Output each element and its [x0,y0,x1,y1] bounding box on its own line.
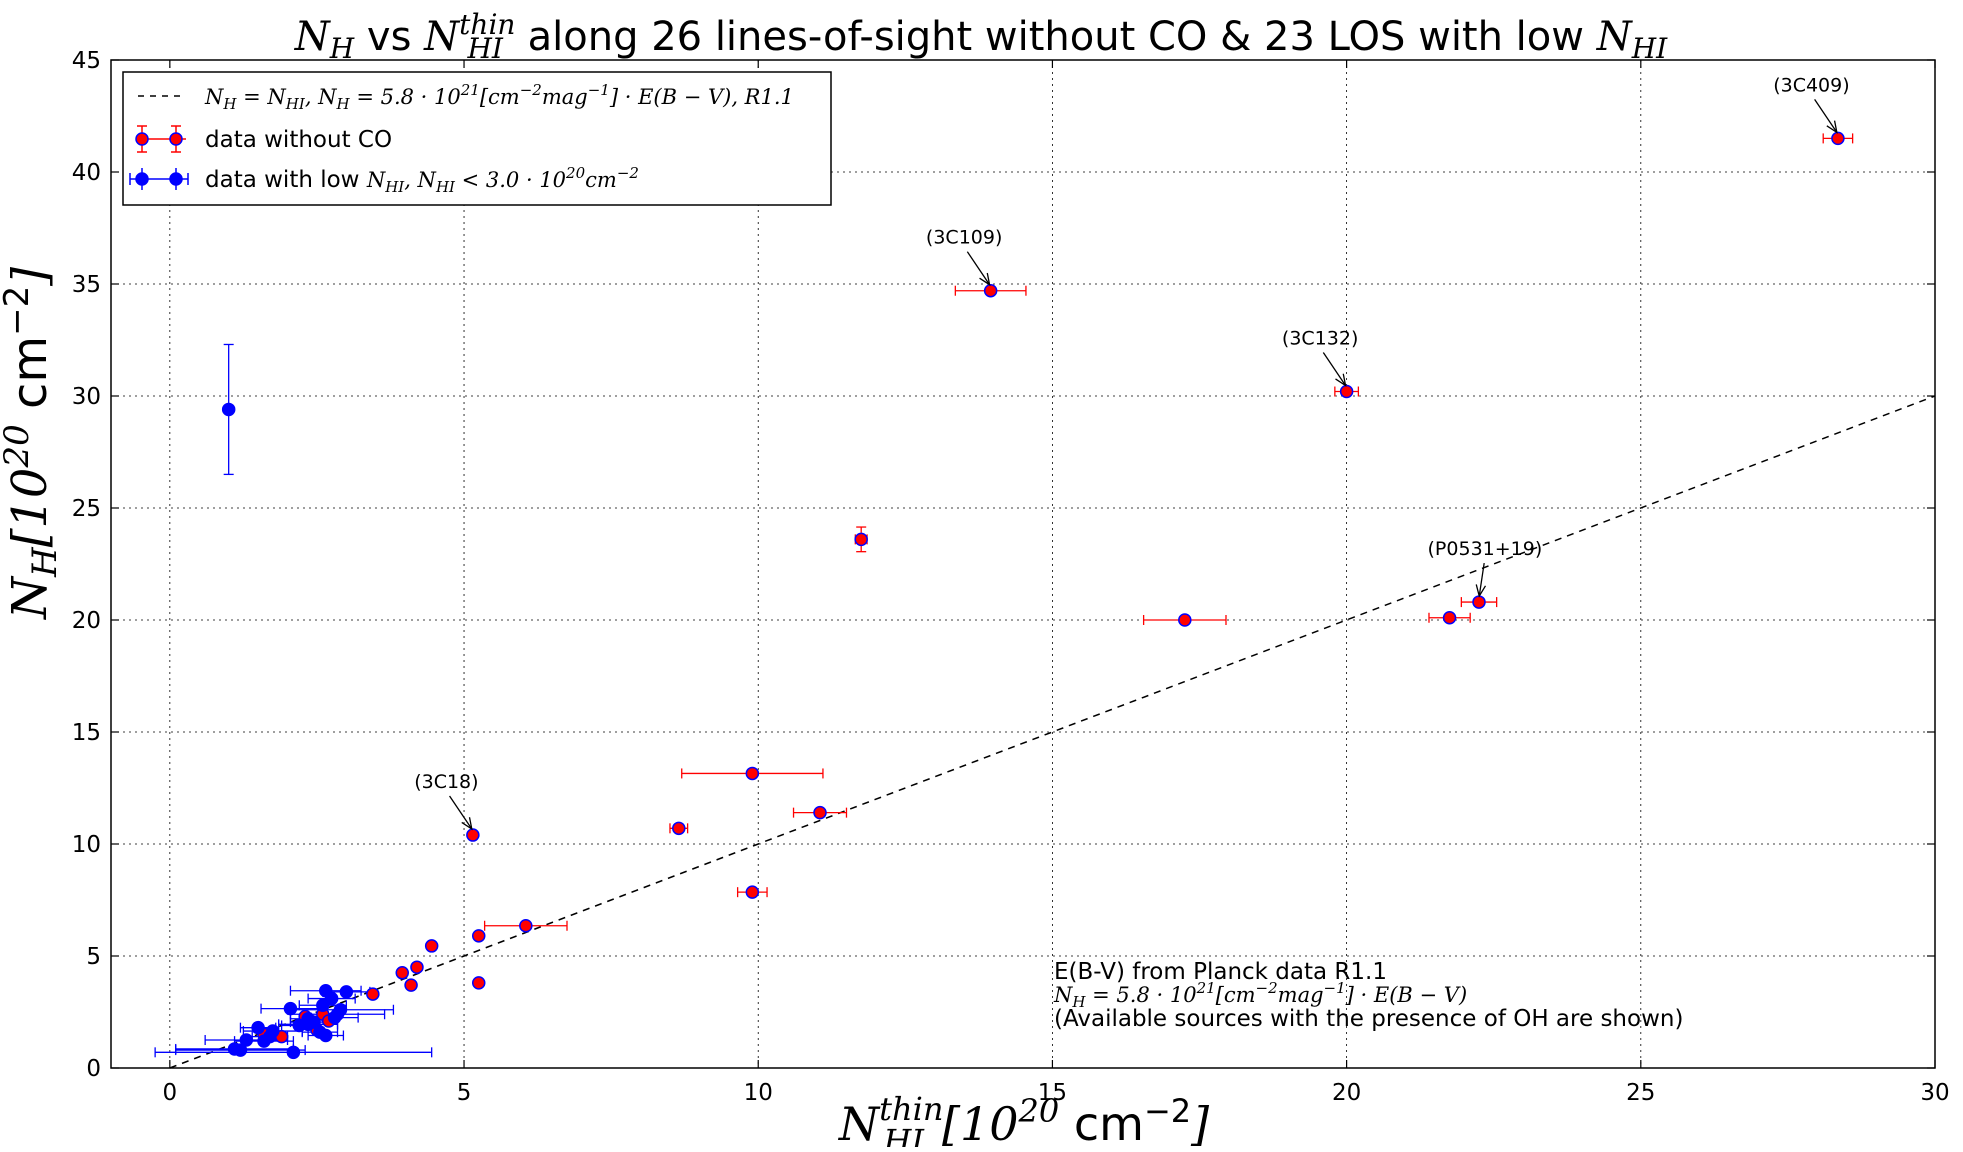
point-without-co [813,805,827,820]
annotation-arrow [1478,562,1485,597]
x-tick-label: 25 [1626,1080,1655,1106]
annotation-arrow [449,795,473,830]
point-without-co [410,960,424,974]
y-tick-label: 15 [72,720,101,746]
point-low-nhi [239,1033,254,1047]
point-without-co [854,532,868,547]
point-without-co [404,978,418,992]
point-low-nhi [339,985,354,999]
point-without-co [366,987,380,1001]
note-line-3: (Available sources with the presence of … [1054,1006,1683,1032]
x-tick-label: 20 [1332,1080,1361,1106]
annotation-arrowhead [1475,584,1487,598]
y-axis-label: NH[1020 cm−2] [0,267,65,620]
point-without-co [745,885,760,899]
point-without-co [745,766,760,781]
annotation-label: (3C409) [1773,74,1849,96]
annotation-label: (3C109) [926,227,1002,249]
note-line-1: E(B-V) from Planck data R1.1 [1054,959,1387,985]
annotation-arrowhead [979,272,991,287]
annotation-arrowhead [1826,120,1838,134]
point-low-nhi [221,402,236,417]
point-without-co [1339,384,1354,399]
annotation-arrowhead [461,817,473,831]
point-low-nhi [319,1028,333,1043]
point-layer [221,131,1845,1060]
point-without-co [1178,613,1192,627]
point-low-nhi [286,1045,301,1060]
y-tick-label: 5 [86,944,101,970]
legend-swatch-blue [129,168,189,190]
y-tick-label: 30 [72,384,101,410]
y-tick-label: 35 [72,272,101,298]
legend-label-blue: data with low NHI, NHI < 3.0 · 1020cm−2 [205,164,639,196]
y-tick-label: 40 [72,160,101,186]
annotation-arrow [1322,352,1347,386]
tick-layer: 0 5 10 15 20 25 30 0 5 10 15 20 25 30 35 40 45 [72,48,1950,1106]
point-low-nhi [301,1011,315,1026]
point-without-co [519,919,533,933]
point-without-co [471,929,486,943]
point-low-nhi [263,1029,277,1044]
point-low-nhi [327,1010,342,1025]
legend-box [122,71,832,206]
annotation-arrowhead [1335,373,1347,387]
chart-title: NH vs Nthin HI along 26 lines-of-sight wi… [294,8,1668,65]
point-without-co [395,966,410,980]
point-without-co [1472,595,1486,609]
point-without-co [471,976,486,990]
y-tick-label: 20 [72,608,101,634]
legend-label-red: data without CO [205,127,392,153]
note-line-2: NH = 5.8 · 1021[cm−2mag−1] · E(B − V) [1053,979,1467,1011]
annotation-label: (3C18) [414,771,478,793]
fit-line-layer [169,395,1936,1069]
point-without-co [672,821,686,836]
point-without-co [466,828,480,842]
y-tick-label: 0 [86,1056,101,1082]
annotation-arrow [966,251,991,286]
point-low-nhi [251,1020,265,1035]
y-tick-label: 10 [72,832,101,858]
y-tick-label: 25 [72,496,101,522]
point-low-nhi [316,998,330,1013]
legend-swatch-red [135,125,186,153]
point-low-nhi [233,1043,248,1057]
annotation-arrow [1814,98,1838,133]
grid [111,60,1935,1068]
annotation-layer: (3C409) (3C109) (3C132) (P0531+19) (3C18) [414,74,1850,831]
x-tick-label: 10 [744,1080,773,1106]
fit-line [169,395,1936,1069]
point-low-nhi [292,1018,307,1033]
annotation-label: (P0531+19) [1428,538,1543,560]
note-block: E(B-V) from Planck data R1.1 NH = 5.8 · … [1053,959,1683,1032]
point-low-nhi [283,1001,298,1016]
point-without-co [983,283,998,298]
y-tick-label: 45 [72,48,101,74]
x-tick-label: 0 [163,1080,178,1106]
x-tick-label: 5 [457,1080,472,1106]
point-low-nhi [324,991,339,1006]
annotation-label: (3C132) [1282,327,1358,349]
legend: NH = NHI, NH = 5.8 · 1021[cm−2mag−1] · E… [122,71,832,206]
point-without-co [1442,611,1457,625]
x-tick-label: 15 [1038,1080,1067,1106]
point-without-co [424,939,439,953]
point-without-co [1831,131,1845,146]
plot-frame [110,59,1936,1069]
x-tick-label: 30 [1920,1080,1949,1106]
